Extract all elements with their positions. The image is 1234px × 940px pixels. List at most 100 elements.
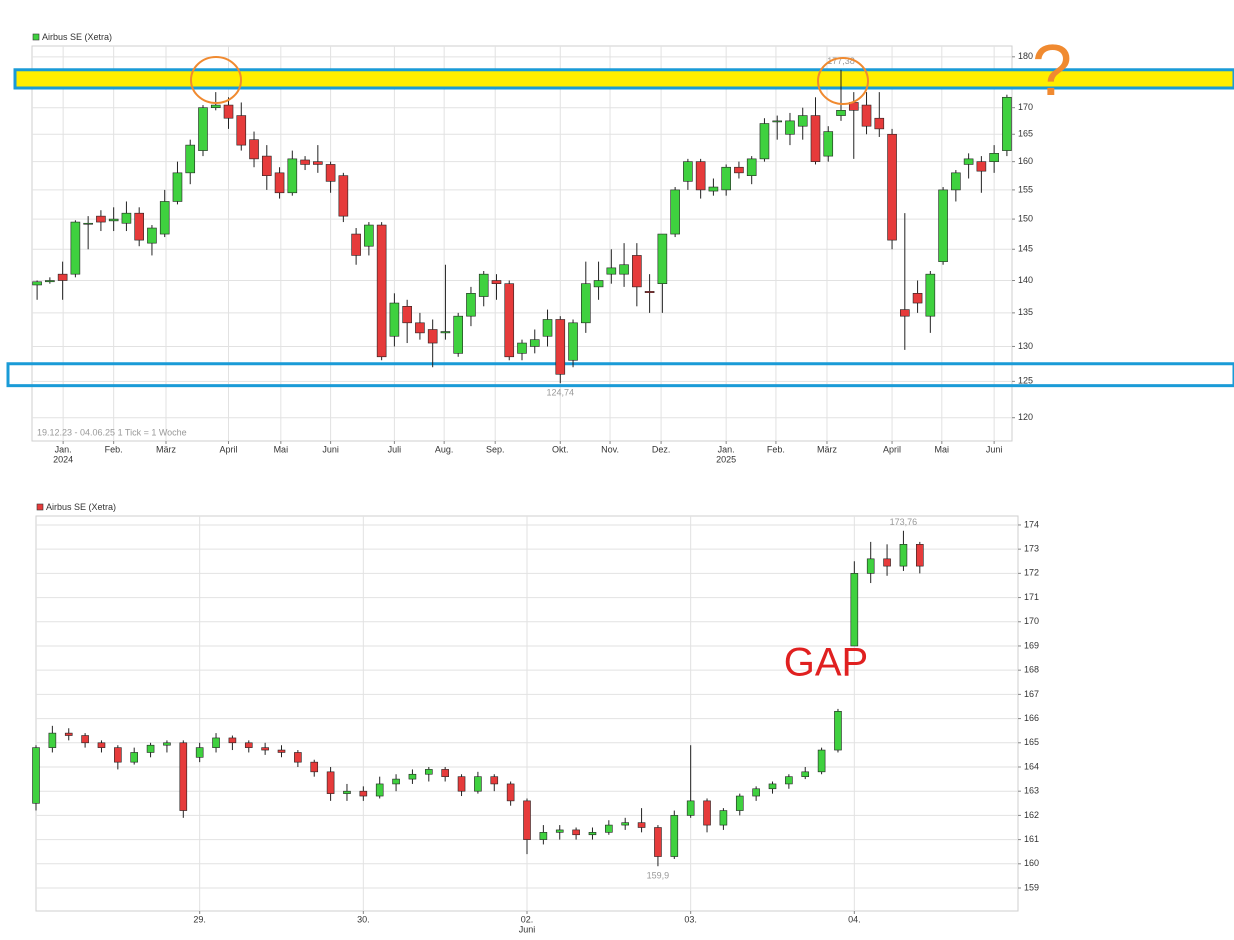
candle-body (938, 189, 948, 262)
legend-swatch (36, 503, 44, 511)
candle-body (261, 747, 269, 751)
legend-label: Airbus SE (Xetra) (42, 32, 112, 42)
candle-body (490, 776, 499, 785)
candle-body (925, 273, 936, 317)
y-tick-label: 169 (1024, 640, 1039, 650)
candle-body (963, 158, 974, 165)
candle-body (179, 742, 188, 811)
candle-body (752, 788, 760, 797)
candle-body (359, 790, 368, 797)
candle-body (686, 800, 695, 816)
candle-body (719, 810, 728, 826)
candle-body (163, 742, 171, 746)
candle-body (976, 161, 987, 172)
candle-body (542, 319, 553, 337)
candle-body (817, 749, 826, 773)
highlight-band (6, 362, 1234, 388)
candle-body (654, 827, 662, 857)
candle-body (683, 161, 693, 182)
x-tick-label: 03. (684, 914, 697, 924)
candle-body (836, 110, 846, 116)
candle-body (466, 293, 476, 317)
value-annotation: 173,76 (890, 517, 918, 527)
y-tick-label: 120 (1018, 412, 1033, 422)
candle-body (721, 166, 731, 191)
candle-body (236, 115, 247, 146)
candle-body (474, 776, 482, 792)
candle-body (810, 115, 821, 162)
y-tick-label: 159 (1024, 882, 1039, 892)
y-tick-label: 155 (1018, 184, 1033, 194)
candle-body (376, 224, 387, 358)
candle-body (605, 824, 613, 833)
candle-body (823, 131, 834, 157)
x-tick-label: Nov. (601, 444, 619, 454)
candle-body (310, 761, 319, 773)
candle-body (772, 120, 783, 123)
candle-body (343, 790, 351, 794)
x-tick-sublabel: 2024 (53, 454, 73, 464)
x-tick-label: Jan. (55, 444, 72, 454)
y-tick-label: 150 (1018, 213, 1033, 223)
candle-body (159, 201, 170, 235)
candle-body (408, 773, 417, 780)
x-tick-label: Mai (274, 444, 289, 454)
y-tick-label: 140 (1018, 275, 1033, 285)
x-tick-label: Juni (986, 444, 1003, 454)
candle-body (424, 769, 433, 775)
y-tick-label: 130 (1018, 341, 1033, 351)
candle-body (32, 281, 42, 286)
highlight-circle (190, 56, 242, 104)
y-tick-label: 163 (1024, 786, 1039, 796)
candle-body (277, 749, 286, 753)
y-tick-label: 125 (1018, 376, 1033, 386)
candle-body (670, 815, 679, 857)
candle-body (32, 747, 40, 804)
candle-body (223, 104, 234, 119)
candle-body (606, 267, 617, 275)
candle-body (568, 322, 578, 361)
background-layer: 120125130135140145150155160165170175180J… (6, 32, 1234, 934)
candle-body (108, 218, 119, 222)
candle-body (657, 233, 668, 284)
candle-body (523, 800, 531, 840)
candle-body (228, 737, 237, 744)
candle-body (572, 829, 580, 836)
candle-body (457, 776, 466, 792)
highlight-circle (817, 57, 869, 105)
candle-body (300, 159, 310, 165)
y-tick-label: 171 (1024, 592, 1039, 602)
highlight-band (13, 68, 1234, 90)
candle-body (834, 711, 842, 751)
y-tick-label: 160 (1024, 858, 1039, 868)
candle-body (912, 293, 923, 304)
candle-body (261, 155, 272, 176)
candle-body (588, 832, 597, 836)
candle-body (70, 221, 81, 275)
x-tick-sublabel: Juni (519, 924, 536, 934)
x-tick-label: März (817, 444, 837, 454)
candle-body (637, 822, 646, 828)
candle-body (539, 832, 548, 840)
candle-body (402, 306, 412, 324)
candle-body (351, 233, 361, 256)
x-tick-label: 29. (193, 914, 206, 924)
candle-body (900, 309, 910, 317)
value-annotation: 177,38 (827, 56, 855, 66)
candle-body (708, 186, 719, 192)
candle-body (504, 283, 515, 358)
candle-body (364, 224, 374, 247)
y-tick-label: 165 (1018, 129, 1033, 139)
x-tick-label: 30. (357, 914, 370, 924)
y-tick-label: 162 (1024, 810, 1039, 820)
candle-body (734, 166, 744, 174)
x-tick-label: Feb. (105, 444, 123, 454)
y-tick-label: 135 (1018, 307, 1033, 317)
candle-body (146, 744, 155, 753)
candle-body (915, 544, 924, 567)
candle-body (989, 153, 999, 162)
candle-body (287, 158, 298, 194)
candle-body (114, 747, 122, 763)
